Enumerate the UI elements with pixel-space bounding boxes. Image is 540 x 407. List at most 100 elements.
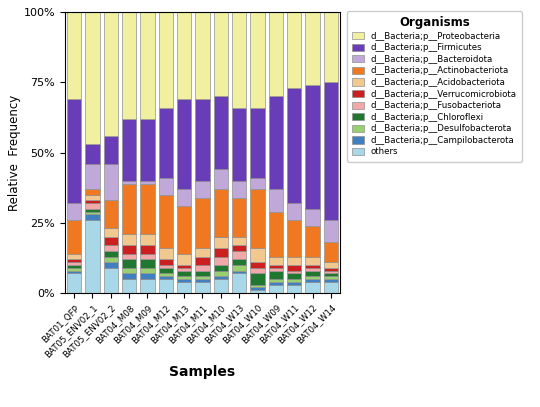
Bar [251, 12, 265, 108]
Bar [104, 256, 118, 262]
Bar [214, 279, 228, 293]
Bar [85, 144, 99, 164]
Bar [232, 181, 246, 197]
Bar [232, 271, 246, 274]
Bar [177, 271, 191, 276]
Bar [159, 178, 173, 195]
Bar [306, 265, 320, 268]
Bar [104, 136, 118, 164]
Bar [324, 271, 338, 274]
Bar [85, 220, 99, 293]
Bar [269, 271, 283, 279]
Bar [306, 276, 320, 279]
Bar [251, 178, 265, 189]
Bar [122, 259, 136, 268]
Bar [67, 271, 81, 274]
Bar [159, 276, 173, 279]
Bar [159, 279, 173, 293]
Bar [214, 237, 228, 248]
Bar [324, 268, 338, 271]
Bar [195, 12, 210, 99]
Bar [104, 12, 118, 136]
Bar [85, 189, 99, 195]
Bar [251, 268, 265, 274]
Bar [251, 262, 265, 268]
Bar [140, 274, 154, 279]
Bar [177, 265, 191, 268]
Bar [324, 279, 338, 282]
Bar [195, 279, 210, 282]
Bar [324, 282, 338, 293]
Bar [287, 220, 301, 256]
Bar [269, 282, 283, 284]
Bar [104, 262, 118, 268]
Bar [269, 279, 283, 282]
Bar [195, 248, 210, 256]
Bar [195, 282, 210, 293]
Bar [122, 245, 136, 254]
Bar [306, 268, 320, 271]
Bar [67, 262, 81, 265]
Bar [122, 181, 136, 184]
Bar [159, 268, 173, 274]
Bar [306, 225, 320, 256]
Bar [306, 282, 320, 293]
Bar [104, 237, 118, 245]
Bar [287, 271, 301, 274]
Bar [324, 274, 338, 276]
Bar [214, 265, 228, 271]
Bar [140, 254, 154, 259]
Bar [195, 99, 210, 181]
Bar [306, 271, 320, 276]
Bar [232, 251, 246, 259]
Bar [159, 108, 173, 178]
Bar [269, 96, 283, 189]
Bar [140, 181, 154, 184]
Bar [122, 268, 136, 274]
Bar [269, 256, 283, 265]
Bar [214, 169, 228, 189]
Bar [85, 212, 99, 214]
Bar [122, 234, 136, 245]
Bar [85, 203, 99, 209]
Bar [122, 119, 136, 181]
Bar [214, 271, 228, 276]
Bar [251, 290, 265, 293]
Bar [232, 245, 246, 251]
Bar [232, 265, 246, 271]
Bar [195, 181, 210, 197]
Bar [67, 259, 81, 262]
Bar [140, 279, 154, 293]
Bar [85, 164, 99, 189]
Bar [67, 99, 81, 203]
Bar [214, 276, 228, 279]
Bar [195, 256, 210, 265]
Bar [232, 197, 246, 237]
Bar [287, 265, 301, 271]
Bar [232, 108, 246, 181]
Bar [85, 12, 99, 144]
Bar [269, 12, 283, 96]
Bar [177, 276, 191, 279]
Bar [232, 274, 246, 293]
Bar [269, 284, 283, 293]
Bar [104, 164, 118, 200]
Bar [324, 262, 338, 268]
Bar [269, 268, 283, 271]
Bar [214, 12, 228, 96]
Bar [287, 274, 301, 279]
Bar [140, 119, 154, 181]
Bar [251, 284, 265, 287]
Bar [269, 212, 283, 256]
Bar [85, 200, 99, 203]
Bar [177, 268, 191, 271]
Bar [232, 12, 246, 108]
Bar [269, 189, 283, 212]
Bar [306, 85, 320, 209]
Bar [195, 197, 210, 248]
Bar [67, 254, 81, 259]
Bar [232, 237, 246, 245]
Bar [251, 287, 265, 290]
Bar [324, 276, 338, 279]
Bar [140, 234, 154, 245]
